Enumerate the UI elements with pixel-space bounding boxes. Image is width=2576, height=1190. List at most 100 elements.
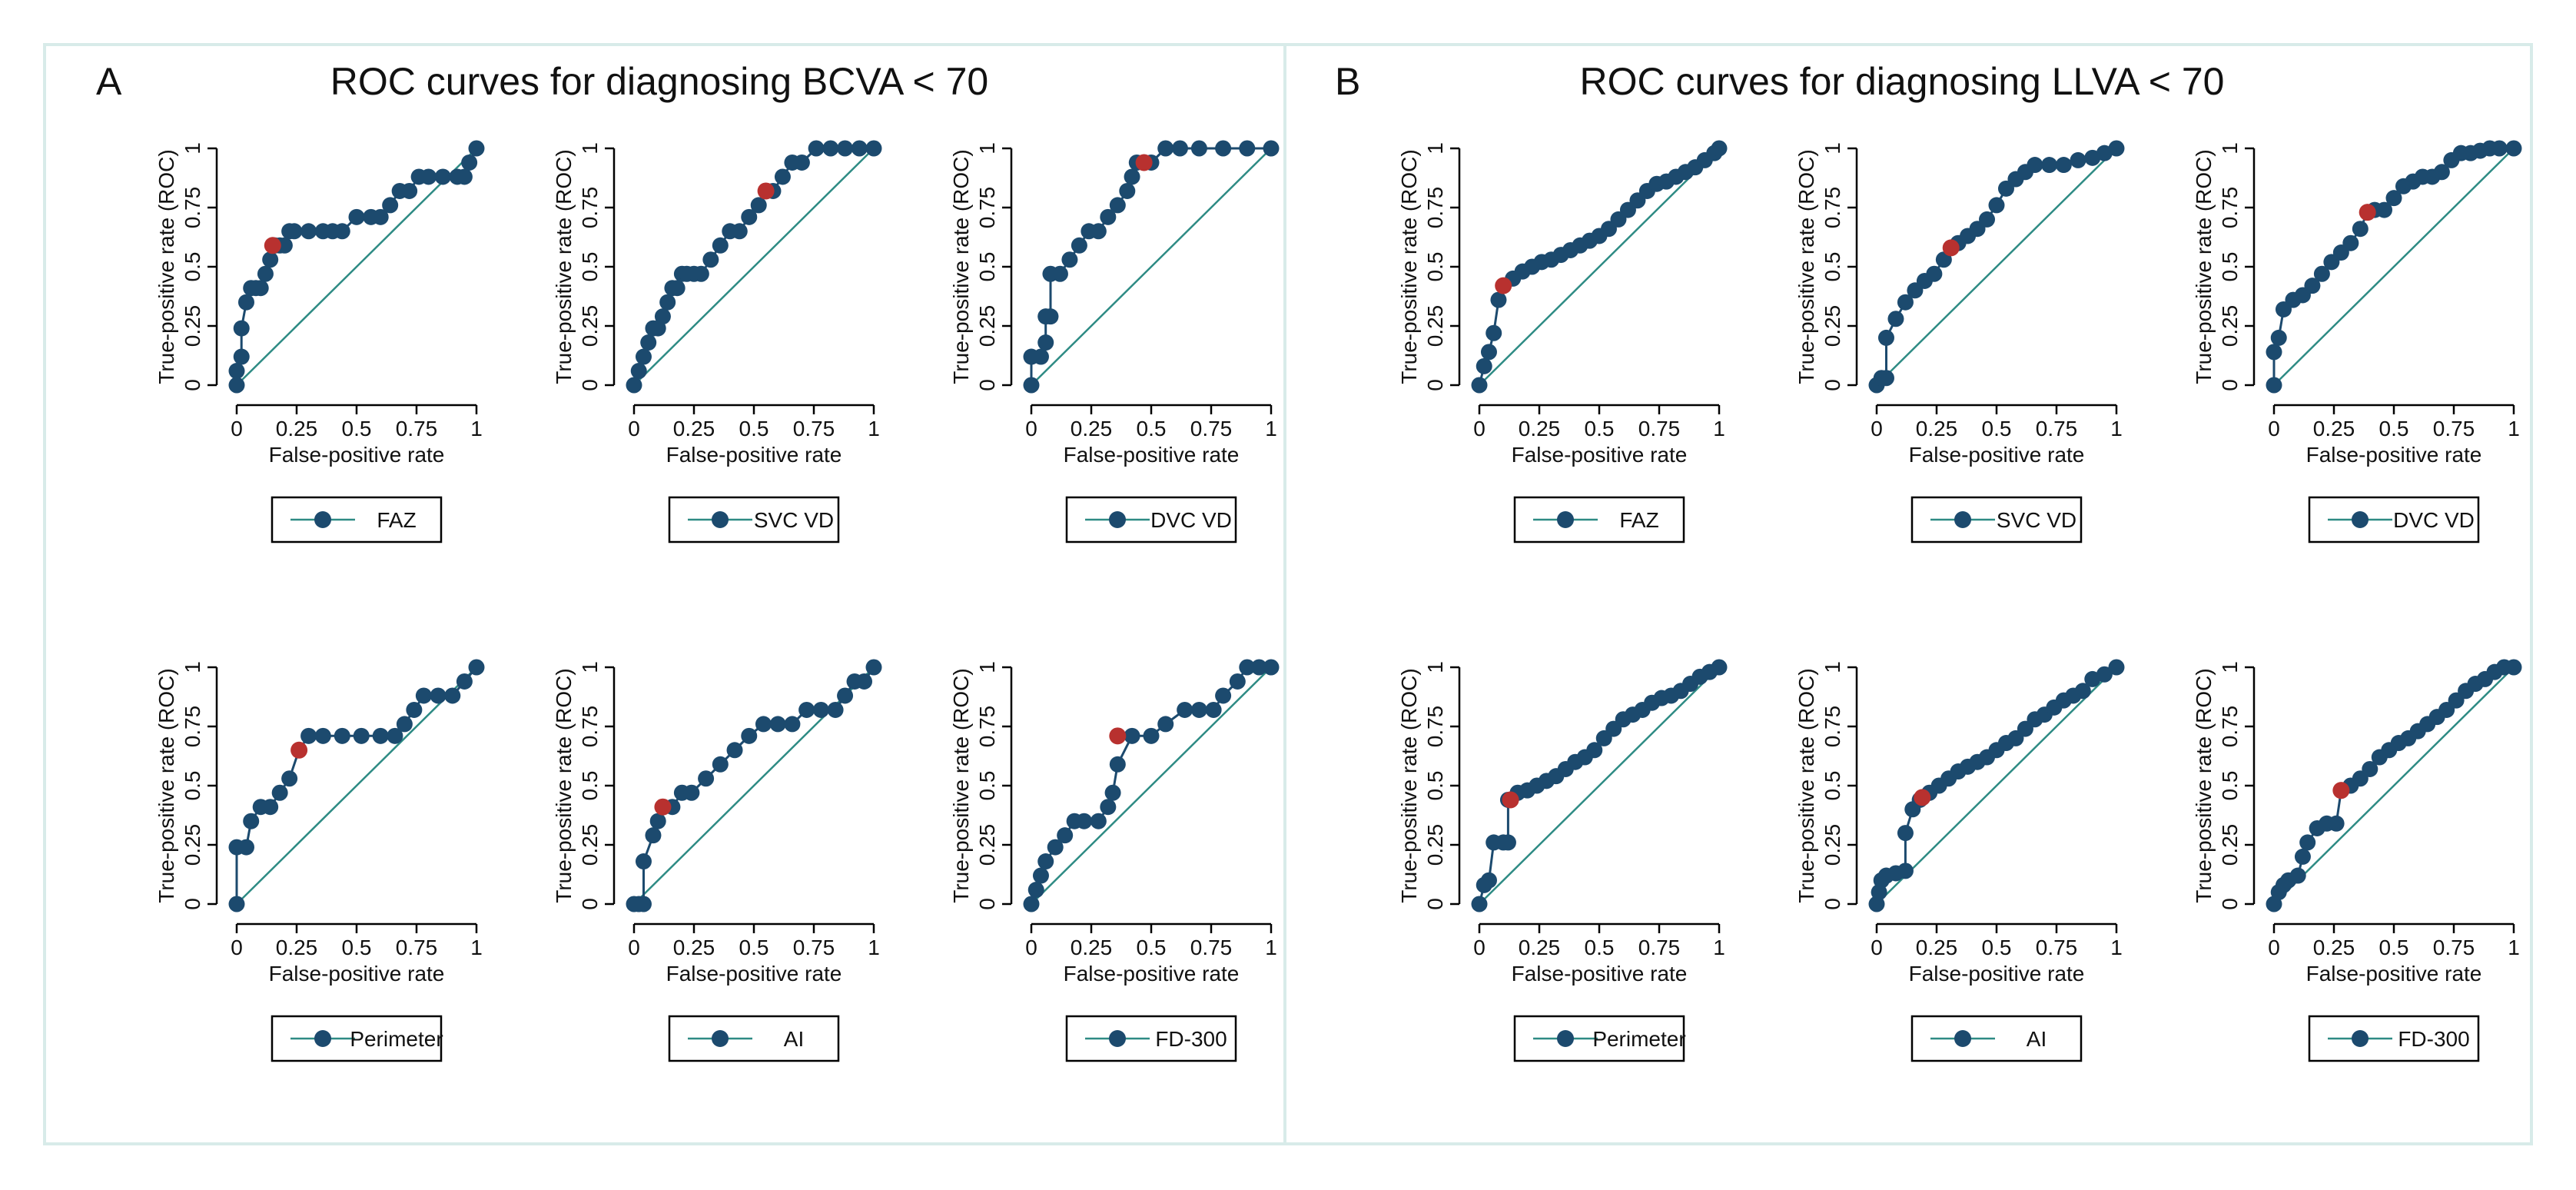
legend: FAZ: [1513, 496, 1685, 543]
roc-point: [1100, 208, 1117, 225]
roc-point: [372, 727, 389, 744]
roc-point: [2342, 234, 2359, 251]
legend-label: FAZ: [1619, 508, 1658, 532]
roc-point: [276, 237, 293, 254]
y-tick-label: 0.75: [1423, 187, 1447, 229]
x-tick-label: 0.25: [1071, 936, 1113, 959]
y-axis-label: True-positive rate (ROC): [2192, 668, 2216, 902]
roc-point: [1877, 329, 1894, 346]
y-tick-label: 0.75: [1821, 187, 1844, 229]
legend: SVC VD: [668, 496, 840, 543]
roc-point: [649, 813, 666, 829]
legend: Perimeter: [271, 1015, 443, 1062]
legend: DVC VD: [1065, 496, 1237, 543]
roc-point: [382, 197, 399, 214]
x-tick-label: 0.25: [673, 417, 715, 440]
x-tick-label: 0.5: [2379, 936, 2409, 959]
x-tick-label: 0.25: [2313, 417, 2355, 440]
roc-point: [683, 784, 700, 801]
roc-point: [1157, 140, 1174, 157]
roc-chart: 0 0.25 0.5 0.75 1 0 0.25 0.5 0.75 1 False-positive…: [1397, 140, 1728, 543]
legend-box: [271, 1015, 443, 1062]
roc-point: [415, 687, 432, 704]
roc-point: [1027, 882, 1044, 899]
legend-marker-symbol: [314, 511, 331, 528]
roc-point: [1143, 727, 1160, 744]
y-tick-label: 0: [1821, 379, 1844, 391]
y-tick-label: 0.25: [975, 305, 999, 347]
x-tick-label: 0.75: [1638, 936, 1681, 959]
legend-box: [668, 1015, 840, 1062]
legend-box: [2308, 496, 2480, 543]
y-axis-label: True-positive rate (ROC): [552, 668, 576, 902]
roc-point: [1071, 237, 1087, 254]
legend-label: SVC VD: [1997, 508, 2076, 532]
roc-point: [1047, 839, 1064, 856]
x-tick-label: 0.75: [1190, 936, 1233, 959]
roc-point: [262, 799, 279, 816]
roc-point: [635, 348, 652, 365]
roc-point: [1263, 140, 1280, 157]
roc-chart: 0 0.25 0.5 0.75 1 0 0.25 0.5 0.75 1 False-positive…: [949, 140, 1280, 543]
x-tick-label: 0: [231, 936, 243, 959]
roc-point: [640, 334, 657, 351]
roc-point: [420, 168, 437, 185]
y-tick-label: 1: [181, 661, 204, 673]
roc-point: [1490, 291, 1507, 308]
y-tick-label: 1: [1821, 661, 1844, 673]
reference-diagonal: [2273, 148, 2515, 386]
roc-point: [750, 197, 767, 214]
y-tick-label: 0.5: [1821, 771, 1844, 801]
y-tick-label: 0.25: [1423, 305, 1447, 347]
roc-point: [1926, 265, 1943, 282]
x-tick-label: 0: [1473, 417, 1486, 440]
roc-point: [741, 727, 758, 744]
y-tick-label: 0.75: [578, 706, 602, 748]
roc-point: [755, 716, 772, 733]
roc-point: [702, 251, 719, 268]
x-tick-label: 0.5: [739, 417, 769, 440]
roc-point: [731, 223, 748, 240]
y-tick-label: 1: [975, 142, 999, 155]
roc-point: [2266, 344, 2282, 361]
x-tick-label: 0.75: [2433, 936, 2475, 959]
legend-label: SVC VD: [754, 508, 834, 532]
x-tick-label: 1: [1265, 417, 1277, 440]
x-tick-label: 0.25: [1071, 417, 1113, 440]
x-tick-label: 0.5: [1137, 417, 1167, 440]
x-tick-label: 0.75: [396, 936, 438, 959]
y-tick-label: 0.75: [2218, 187, 2242, 229]
y-tick-label: 0.5: [181, 252, 204, 282]
roc-point: [314, 727, 331, 744]
y-tick-label: 0.25: [2218, 824, 2242, 866]
optimal-cutoff-point: [1942, 239, 1960, 257]
reference-diagonal: [1479, 666, 1720, 905]
reference-diagonal: [236, 666, 477, 905]
roc-point: [1042, 308, 1059, 325]
roc-point: [257, 265, 274, 282]
legend-label: Perimeter: [350, 1027, 443, 1051]
x-axis-label: False-positive rate: [1909, 962, 2085, 986]
reference-diagonal: [1876, 148, 2117, 386]
panel-b-charts: 0 0.25 0.5 0.75 1 0 0.25 0.5 0.75 1 False-positive…: [1397, 140, 2522, 1062]
roc-point: [1711, 659, 1728, 676]
x-axis-label: False-positive rate: [1064, 962, 1240, 986]
x-axis-label: False-positive rate: [269, 962, 445, 986]
x-tick-label: 0.25: [276, 936, 318, 959]
roc-point: [698, 770, 715, 787]
x-tick-label: 0.5: [1982, 417, 2012, 440]
roc-point: [228, 363, 245, 380]
x-tick-label: 0.75: [1190, 417, 1233, 440]
y-tick-label: 0: [1423, 898, 1447, 910]
roc-point: [401, 182, 418, 199]
legend-label: FD-300: [1155, 1027, 1227, 1051]
x-axis-label: False-positive rate: [269, 443, 445, 467]
roc-point: [1215, 687, 1232, 704]
roc-point: [2328, 815, 2345, 832]
y-tick-label: 0.5: [181, 771, 204, 801]
x-tick-label: 1: [470, 417, 483, 440]
legend-marker-symbol: [2352, 511, 2369, 528]
reference-diagonal: [1031, 148, 1272, 386]
roc-point: [1476, 357, 1492, 374]
optimal-cutoff-point: [654, 798, 672, 816]
